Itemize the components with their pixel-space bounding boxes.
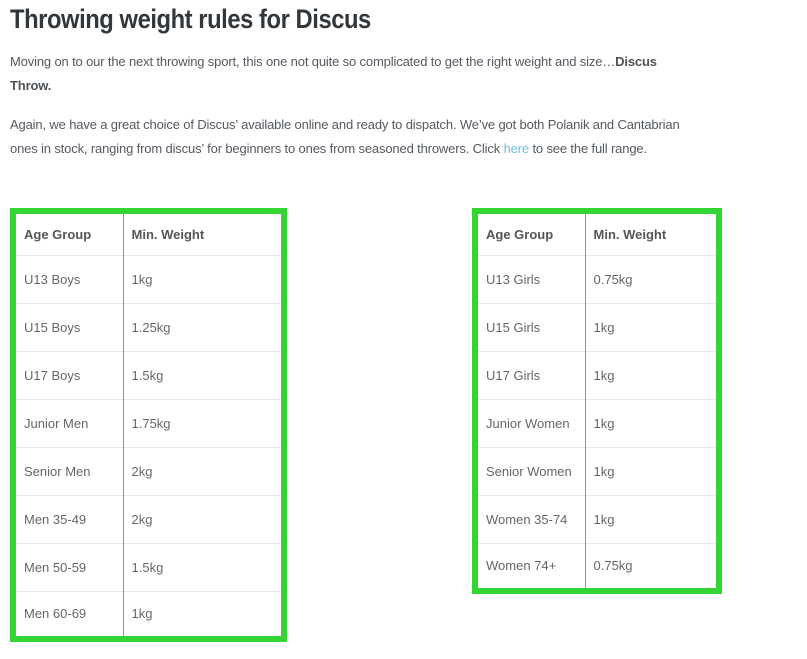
age-group-cell: Men 35-49 xyxy=(13,494,124,543)
age-group-cell: U13 Girls xyxy=(475,254,586,303)
intro-discus-bold: Discus xyxy=(615,54,657,69)
age-group-cell: U15 Boys xyxy=(13,302,124,351)
table-row: Women 35-74 1kg xyxy=(475,494,719,543)
full-range-link[interactable]: here xyxy=(503,141,530,156)
mens-weight-table: Age Group Min. Weight U13 Boys 1kg U15 B… xyxy=(10,208,287,642)
age-group-cell: U17 Girls xyxy=(475,350,586,399)
age-group-column-header: Age Group xyxy=(475,211,586,255)
availability-line2-before-link: ones in stock, ranging from discus’ for … xyxy=(10,141,504,156)
min-weight-cell: 1kg xyxy=(585,398,719,447)
min-weight-cell: 2kg xyxy=(123,446,284,495)
age-group-cell: U13 Boys xyxy=(13,254,124,303)
age-group-cell: Senior Women xyxy=(475,446,586,495)
mens-table-body: U13 Boys 1kg U15 Boys 1.25kg U17 Boys 1.… xyxy=(13,254,284,639)
page-title: Throwing weight rules for Discus xyxy=(10,4,371,34)
table-row: U15 Boys 1.25kg xyxy=(13,302,284,351)
table-row: U13 Boys 1kg xyxy=(13,254,284,303)
availability-line2-after-link: to see the full range. xyxy=(528,141,647,156)
table-row: Women 74+ 0.75kg xyxy=(475,542,719,591)
table-header-row: Age Group Min. Weight xyxy=(475,211,719,255)
table-row: U17 Girls 1kg xyxy=(475,350,719,399)
age-group-cell: U15 Girls xyxy=(475,302,586,351)
table-row: U17 Boys 1.5kg xyxy=(13,350,284,399)
womens-weight-table: Age Group Min. Weight U13 Girls 0.75kg U… xyxy=(472,208,722,594)
min-weight-cell: 1kg xyxy=(585,302,719,351)
table-row: Men 35-49 2kg xyxy=(13,494,284,543)
intro-throw-bold: Throw. xyxy=(10,78,52,93)
min-weight-cell: 2kg xyxy=(123,494,284,543)
min-weight-cell: 1kg xyxy=(585,446,719,495)
age-group-cell: U17 Boys xyxy=(13,350,124,399)
min-weight-cell: 1kg xyxy=(585,494,719,543)
table-row: Senior Women 1kg xyxy=(475,446,719,495)
age-group-column-header: Age Group xyxy=(13,211,124,255)
availability-line1-text: Again, we have a great choice of Discus’… xyxy=(10,117,680,132)
availability-paragraph: Again, we have a great choice of Discus’… xyxy=(10,113,724,161)
min-weight-cell: 1.5kg xyxy=(123,350,284,399)
min-weight-cell: 1.5kg xyxy=(123,542,284,591)
age-group-cell: Men 60-69 xyxy=(13,590,124,639)
table-row: Senior Men 2kg xyxy=(13,446,284,495)
table-row: Junior Women 1kg xyxy=(475,398,719,447)
womens-table-body: U13 Girls 0.75kg U15 Girls 1kg U17 Girls… xyxy=(475,254,719,591)
min-weight-cell: 0.75kg xyxy=(585,542,719,591)
mens-table-header: Age Group Min. Weight xyxy=(13,211,284,255)
intro-paragraph: Moving on to our the next throwing sport… xyxy=(10,50,724,98)
min-weight-cell: 1.75kg xyxy=(123,398,284,447)
age-group-cell: Junior Men xyxy=(13,398,124,447)
age-group-cell: Junior Women xyxy=(475,398,586,447)
min-weight-cell: 1.25kg xyxy=(123,302,284,351)
womens-table-header: Age Group Min. Weight xyxy=(475,211,719,255)
min-weight-cell: 1kg xyxy=(585,350,719,399)
min-weight-cell: 0.75kg xyxy=(585,254,719,303)
table-row: Junior Men 1.75kg xyxy=(13,398,284,447)
age-group-cell: Women 74+ xyxy=(475,542,586,591)
min-weight-column-header: Min. Weight xyxy=(593,226,667,242)
table-row: U13 Girls 0.75kg xyxy=(475,254,719,303)
article-content: Throwing weight rules for Discus Moving … xyxy=(10,4,724,642)
age-group-cell: Women 35-74 xyxy=(475,494,586,543)
min-weight-cell: 1kg xyxy=(123,254,284,303)
age-group-cell: Senior Men xyxy=(13,446,124,495)
table-row: U15 Girls 1kg xyxy=(475,302,719,351)
min-weight-column-header: Min. Weight xyxy=(131,226,205,242)
min-weight-cell: 1kg xyxy=(123,590,284,639)
table-row: Men 60-69 1kg xyxy=(13,590,284,639)
table-header-row: Age Group Min. Weight xyxy=(13,211,284,255)
weight-tables-section: Age Group Min. Weight U13 Boys 1kg U15 B… xyxy=(10,208,722,642)
intro-line1-text: Moving on to our the next throwing sport… xyxy=(10,54,616,69)
age-group-cell: Men 50-59 xyxy=(13,542,124,591)
table-row: Men 50-59 1.5kg xyxy=(13,542,284,591)
